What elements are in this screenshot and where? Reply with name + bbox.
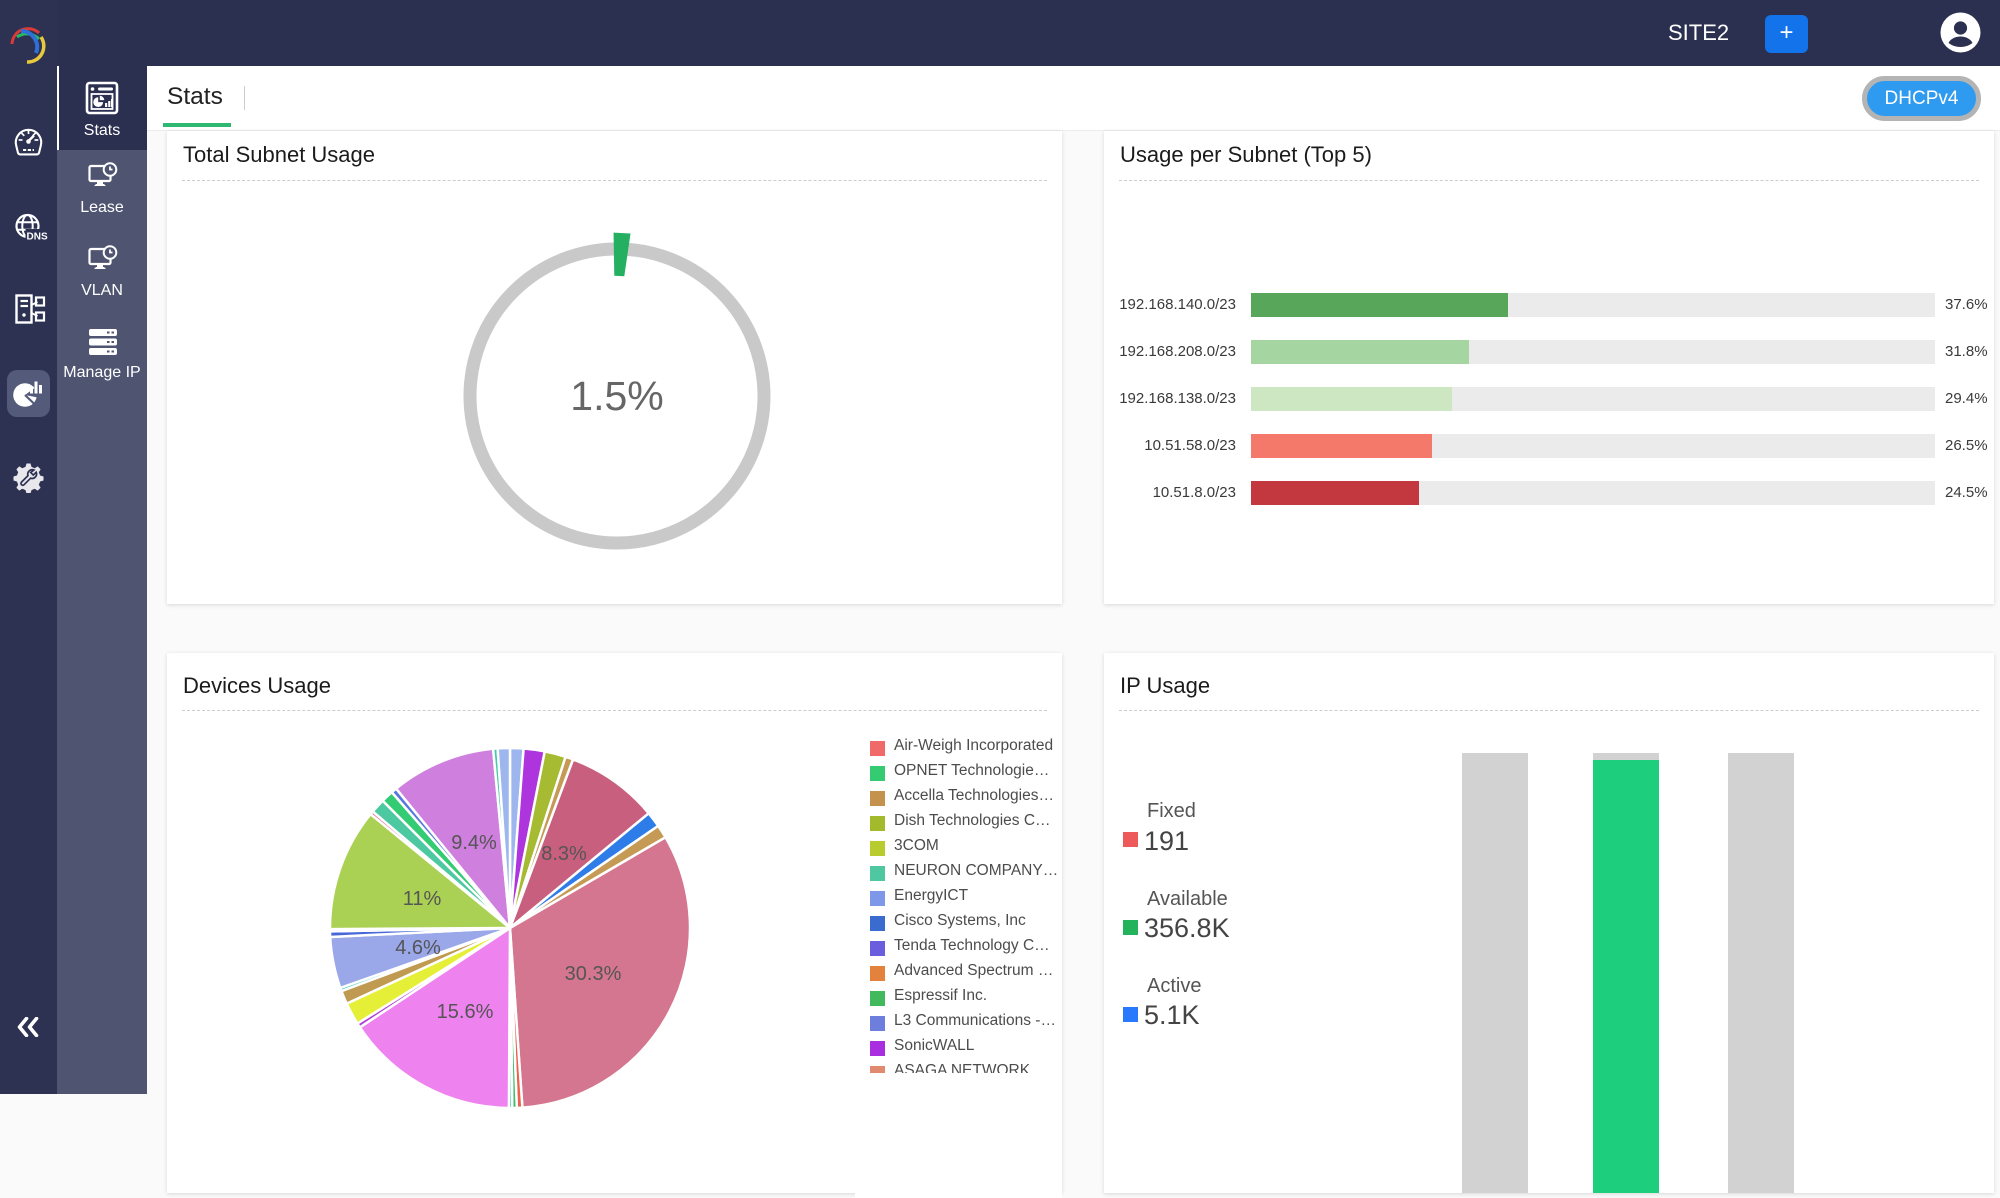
svg-text:8.3%: 8.3%: [541, 843, 587, 865]
svg-text:11%: 11%: [403, 888, 442, 910]
svg-text:4.6%: 4.6%: [395, 937, 441, 959]
svg-text:DNS: DNS: [27, 232, 48, 243]
svg-text:1.5%: 1.5%: [570, 373, 663, 419]
svg-text:30.3%: 30.3%: [565, 963, 622, 985]
svg-text:15.6%: 15.6%: [437, 1001, 494, 1023]
svg-text:9.4%: 9.4%: [451, 832, 497, 854]
